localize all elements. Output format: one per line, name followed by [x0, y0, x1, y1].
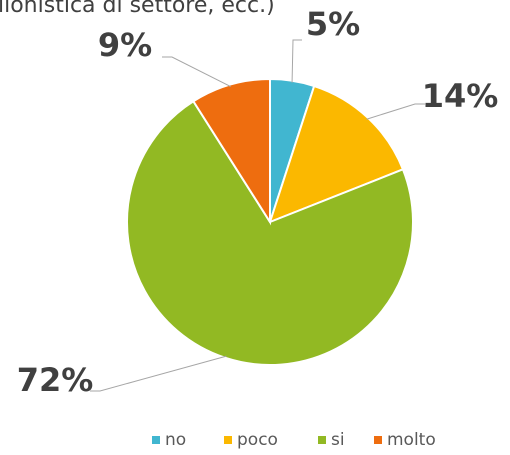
legend-label: poco [237, 430, 278, 450]
pie-slice [268, 84, 405, 224]
leader-line [90, 355, 227, 392]
legend-label: molto [387, 430, 436, 450]
leader-line [162, 56, 231, 88]
leader-line [366, 103, 425, 120]
leader-line [291, 39, 302, 83]
pie-slice [126, 99, 414, 366]
data-label: 14% [422, 77, 499, 115]
pie-slice [191, 77, 271, 226]
legend-swatch [374, 436, 382, 444]
data-label: 9% [98, 26, 152, 64]
data-label: 72% [17, 361, 94, 399]
legend-label: no [165, 430, 186, 450]
legend-swatch [224, 436, 232, 444]
legend-swatch [318, 436, 326, 444]
chart-title: lionistica di settore, ecc.) [0, 0, 275, 18]
data-label: 5% [306, 5, 360, 43]
legend-label: si [331, 430, 345, 450]
legend-swatch [152, 436, 160, 444]
